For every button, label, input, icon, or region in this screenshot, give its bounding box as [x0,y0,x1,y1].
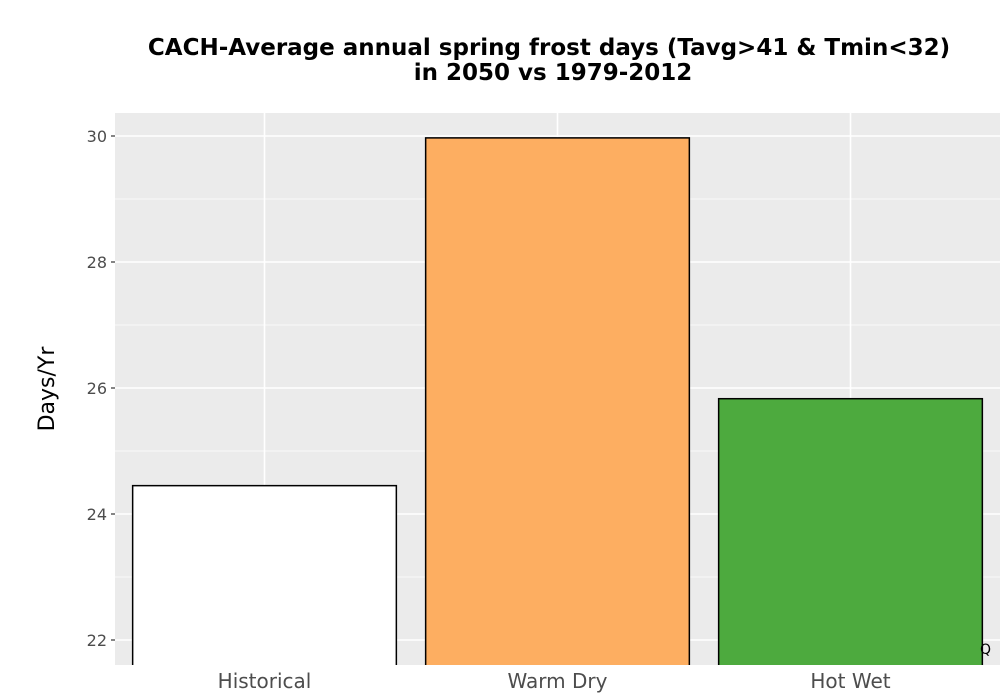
bars [0,137,1000,700]
y-tick-label: 22 [87,631,107,650]
y-tick-label: 28 [87,253,107,272]
corner-mark: Q [980,642,991,658]
x-axis-labels: Historical Warm Dry Hot Wet [218,669,891,693]
y-tick-label: 30 [87,127,107,146]
bar-warm-dry [424,137,691,668]
panel-bottom-mask [0,665,1000,700]
bar-historical [131,484,398,668]
y-axis-title: Days/Yr [35,346,60,432]
x-tick-label: Historical [218,669,312,693]
y-tick-label: 24 [87,505,107,524]
x-tick-label: Warm Dry [508,669,608,693]
chart-title-line1: CACH-Average annual spring frost days (T… [148,35,950,61]
bar-hot-wet [717,397,984,668]
y-tick-label: 26 [87,379,107,398]
y-axis-ticks: 22 24 26 28 30 [87,127,115,650]
x-tick-label: Hot Wet [810,669,890,693]
chart-title-line2: in 2050 vs 1979-2012 [414,60,693,86]
